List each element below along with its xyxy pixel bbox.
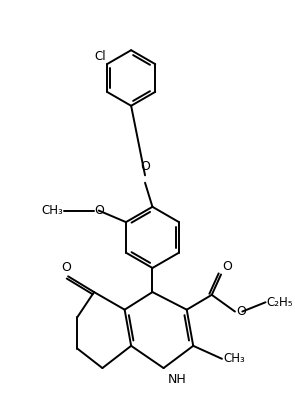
Text: O: O <box>236 305 246 318</box>
Text: O: O <box>94 204 104 217</box>
Text: O: O <box>140 160 150 173</box>
Text: O: O <box>61 261 71 274</box>
Text: CH₃: CH₃ <box>42 204 63 217</box>
Text: NH: NH <box>167 373 186 386</box>
Text: CH₃: CH₃ <box>223 352 245 365</box>
Text: O: O <box>222 260 232 273</box>
Text: Cl: Cl <box>94 50 106 63</box>
Text: C₂H₅: C₂H₅ <box>266 296 293 309</box>
